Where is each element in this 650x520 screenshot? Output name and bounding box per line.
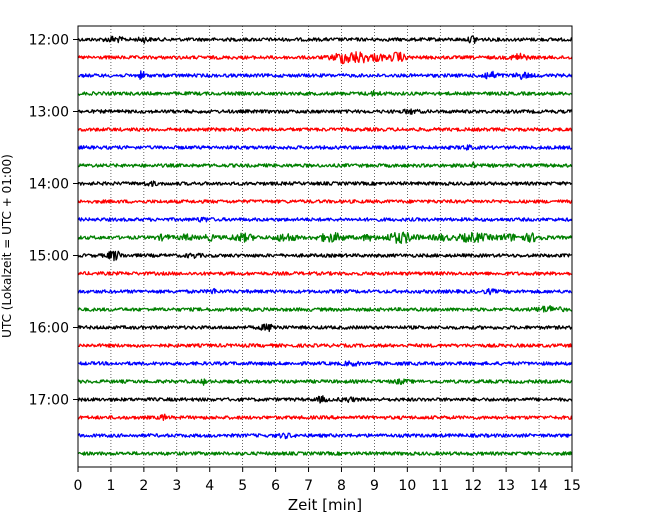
x-tick-label: 2 (139, 478, 148, 494)
seismic-trace (77, 360, 573, 367)
seismic-trace (77, 250, 573, 262)
seismic-trace (77, 144, 573, 151)
x-tick-label: 4 (205, 478, 214, 494)
x-tick-label: 1 (106, 478, 115, 494)
seismic-trace (77, 216, 573, 223)
seismic-trace (77, 271, 573, 276)
seismic-trace (77, 287, 573, 296)
seismic-trace (77, 395, 573, 404)
seismic-trace (77, 89, 573, 97)
y-tick-label: 12:00 (29, 33, 69, 49)
x-tick-label: 10 (398, 478, 416, 494)
seismic-trace (77, 378, 573, 386)
seismic-trace (77, 161, 573, 169)
x-axis-ticks: 0 1 2 3 4 5 6 7 8 9 10 11 12 13 14 15 (74, 467, 581, 494)
x-tick-label: 11 (431, 478, 449, 494)
y-tick-label: 16:00 (29, 321, 69, 337)
x-tick-label: 8 (337, 478, 346, 494)
x-tick-label: 6 (271, 478, 280, 494)
trace-group (77, 35, 573, 456)
x-tick-label: 12 (464, 478, 482, 494)
x-tick-label: 3 (172, 478, 181, 494)
seismic-trace (77, 70, 573, 81)
seismic-trace (77, 108, 573, 115)
x-tick-label: 13 (497, 478, 515, 494)
seismic-trace (77, 51, 573, 65)
seismic-trace (77, 323, 573, 333)
x-tick-label: 14 (530, 478, 548, 494)
y-tick-label: 15:00 (29, 249, 69, 265)
seismic-trace (77, 199, 573, 204)
seismic-trace (77, 127, 573, 132)
seismic-trace (77, 343, 573, 348)
x-tick-label: 7 (304, 478, 313, 494)
seismic-trace (77, 432, 573, 440)
x-tick-label: 0 (74, 478, 83, 494)
seismic-trace (77, 413, 573, 422)
seismic-trace (77, 231, 573, 245)
x-tick-label: 15 (563, 478, 581, 494)
seismic-trace (77, 451, 573, 456)
x-axis-label: Zeit [min] (288, 496, 362, 514)
seismic-trace (77, 180, 573, 188)
x-tick-label: 9 (370, 478, 379, 494)
seismic-trace (77, 35, 573, 44)
y-axis-label: UTC (Lokalzeit = UTC + 01:00) (0, 154, 14, 338)
y-tick-label: 13:00 (29, 105, 69, 121)
y-tick-label: 14:00 (29, 177, 69, 193)
plot-frame (77, 25, 573, 468)
seismic-trace (77, 305, 573, 313)
x-tick-label: 5 (238, 478, 247, 494)
y-tick-label: 17:00 (29, 393, 69, 409)
y-axis-ticks: 12:00 13:00 14:00 15:00 16:00 17:00 (29, 33, 78, 409)
